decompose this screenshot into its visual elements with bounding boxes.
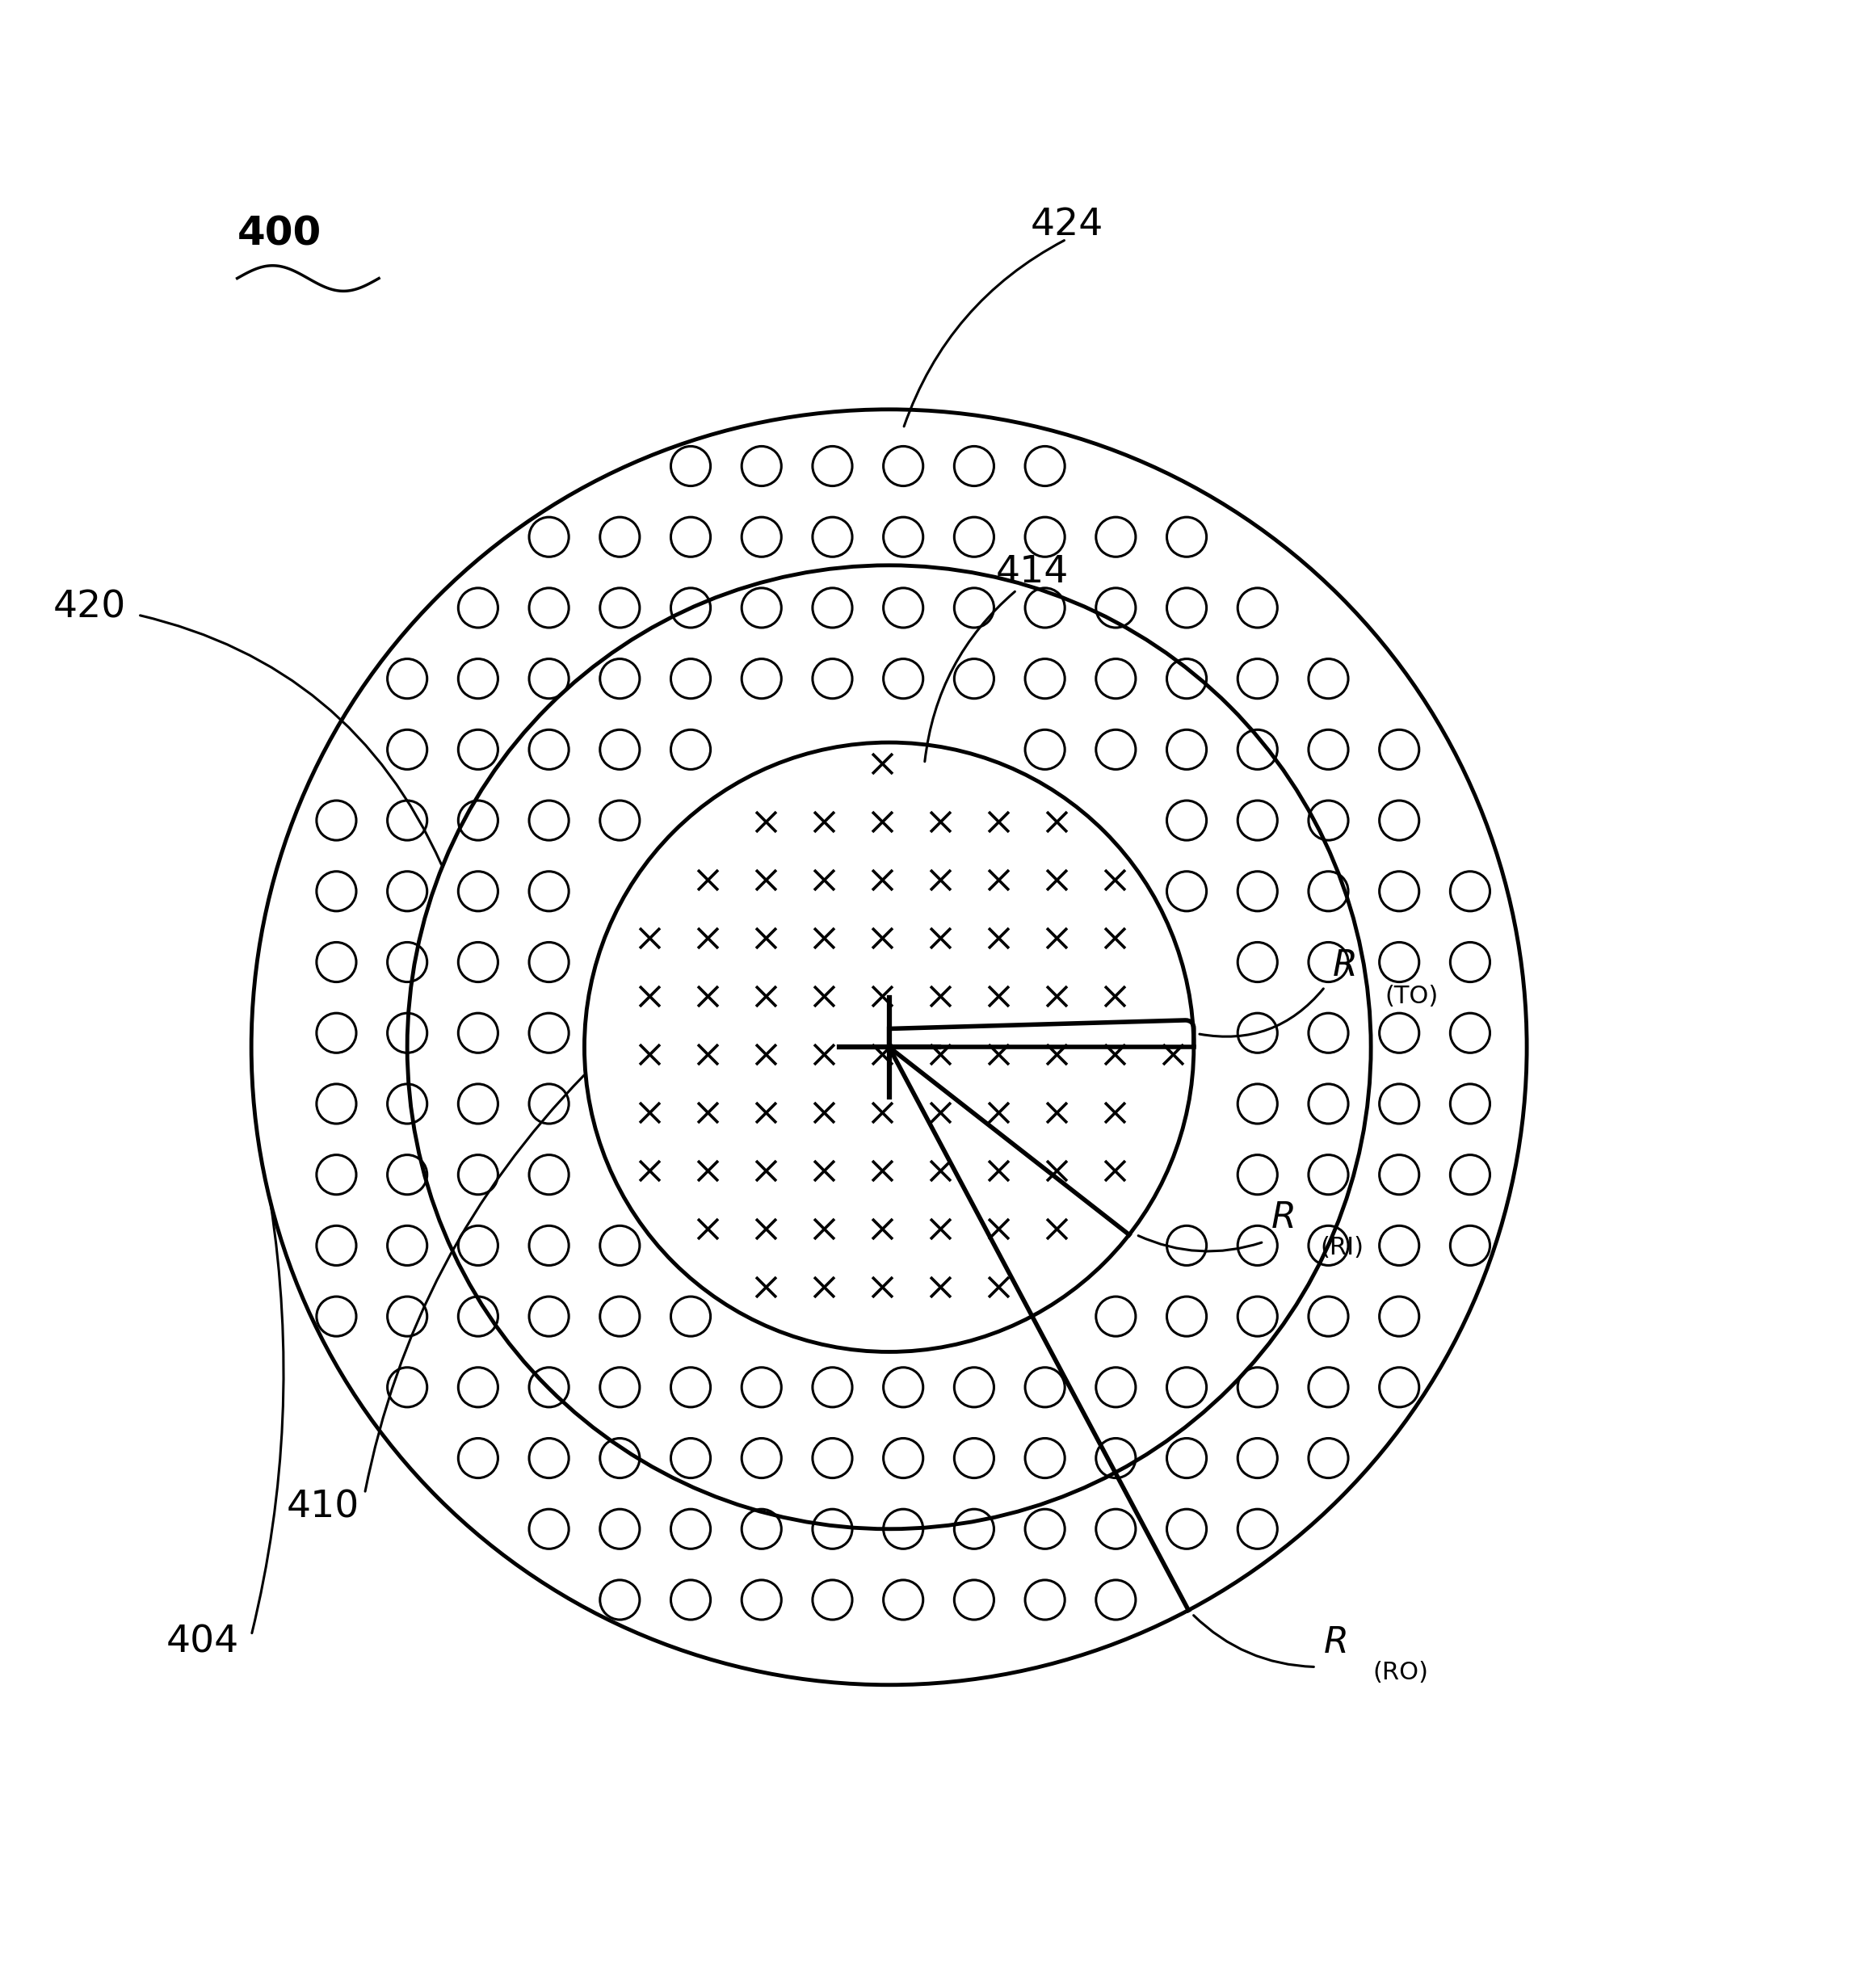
Text: (RI): (RI) xyxy=(1320,1237,1365,1260)
Text: $R$: $R$ xyxy=(1270,1201,1294,1235)
Text: 400: 400 xyxy=(237,215,322,254)
Text: $R$: $R$ xyxy=(1331,948,1355,984)
Text: 410: 410 xyxy=(287,1489,361,1527)
Text: 424: 424 xyxy=(1030,207,1104,243)
Text: $R$: $R$ xyxy=(1324,1624,1346,1660)
Text: 420: 420 xyxy=(54,590,126,626)
Text: 404: 404 xyxy=(166,1624,239,1660)
Text: (TO): (TO) xyxy=(1385,984,1439,1008)
Text: 414: 414 xyxy=(995,555,1069,590)
Text: (RO): (RO) xyxy=(1372,1662,1429,1684)
